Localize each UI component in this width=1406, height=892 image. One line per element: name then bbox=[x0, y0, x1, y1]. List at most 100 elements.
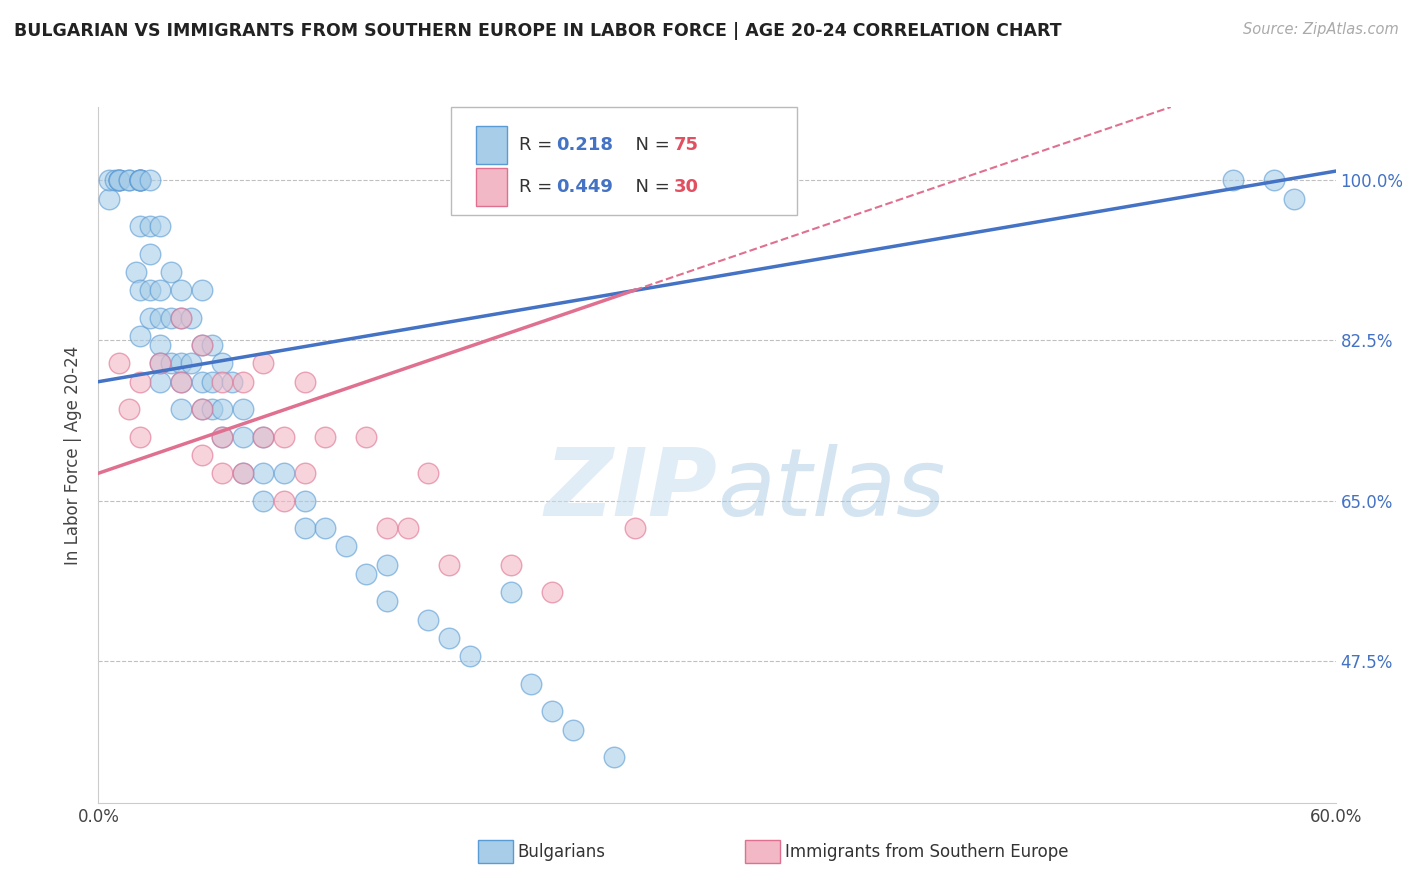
Text: R =: R = bbox=[519, 178, 558, 196]
Point bbox=[252, 429, 274, 443]
Text: 0.218: 0.218 bbox=[557, 136, 613, 154]
Point bbox=[221, 375, 243, 389]
Point bbox=[139, 246, 162, 260]
Point bbox=[190, 402, 212, 417]
Point bbox=[201, 338, 224, 352]
Point bbox=[190, 283, 212, 297]
Point bbox=[149, 338, 172, 352]
Text: 75: 75 bbox=[673, 136, 699, 154]
Point bbox=[118, 402, 141, 417]
Point bbox=[118, 173, 141, 187]
Point bbox=[149, 219, 172, 233]
Point bbox=[108, 173, 131, 187]
Point bbox=[139, 219, 162, 233]
Point bbox=[190, 375, 212, 389]
Point bbox=[273, 493, 295, 508]
Point bbox=[201, 402, 224, 417]
Point bbox=[104, 173, 127, 187]
Point bbox=[128, 329, 150, 343]
Point bbox=[128, 173, 150, 187]
Point bbox=[149, 375, 172, 389]
Point bbox=[211, 375, 233, 389]
Point bbox=[128, 429, 150, 443]
Point bbox=[211, 356, 233, 370]
Point bbox=[623, 521, 645, 535]
Point bbox=[375, 521, 398, 535]
Point bbox=[603, 750, 626, 764]
Text: atlas: atlas bbox=[717, 444, 945, 535]
Point bbox=[128, 283, 150, 297]
Point bbox=[170, 375, 193, 389]
Point bbox=[170, 310, 193, 325]
Point bbox=[294, 521, 316, 535]
Point bbox=[108, 173, 131, 187]
Point bbox=[128, 173, 150, 187]
Point bbox=[1284, 192, 1306, 206]
Point bbox=[170, 310, 193, 325]
Point bbox=[418, 467, 440, 481]
Point bbox=[356, 429, 378, 443]
Point bbox=[1263, 173, 1285, 187]
Point bbox=[149, 356, 172, 370]
Point bbox=[108, 356, 131, 370]
Point bbox=[128, 219, 150, 233]
Point bbox=[520, 677, 543, 691]
Text: Source: ZipAtlas.com: Source: ZipAtlas.com bbox=[1243, 22, 1399, 37]
Point bbox=[190, 338, 212, 352]
Text: ZIP: ZIP bbox=[544, 443, 717, 536]
Text: N =: N = bbox=[624, 136, 676, 154]
Point bbox=[232, 402, 254, 417]
Point bbox=[294, 493, 316, 508]
Point bbox=[375, 558, 398, 572]
Point bbox=[159, 265, 181, 279]
Point bbox=[139, 173, 162, 187]
FancyBboxPatch shape bbox=[475, 126, 506, 164]
Point bbox=[335, 540, 357, 554]
Point bbox=[252, 429, 274, 443]
Point bbox=[124, 265, 146, 279]
Text: BULGARIAN VS IMMIGRANTS FROM SOUTHERN EUROPE IN LABOR FORCE | AGE 20-24 CORRELAT: BULGARIAN VS IMMIGRANTS FROM SOUTHERN EU… bbox=[14, 22, 1062, 40]
Point bbox=[1222, 173, 1244, 187]
Point bbox=[128, 375, 150, 389]
Point bbox=[128, 173, 150, 187]
Point bbox=[541, 704, 564, 718]
Point bbox=[211, 429, 233, 443]
Text: 0.449: 0.449 bbox=[557, 178, 613, 196]
Point bbox=[252, 356, 274, 370]
Point bbox=[180, 310, 202, 325]
Point bbox=[159, 310, 181, 325]
Point bbox=[294, 467, 316, 481]
FancyBboxPatch shape bbox=[451, 107, 797, 215]
Point bbox=[499, 558, 522, 572]
Point bbox=[108, 173, 131, 187]
Point bbox=[149, 310, 172, 325]
Point bbox=[252, 493, 274, 508]
Point bbox=[108, 173, 131, 187]
Point bbox=[232, 467, 254, 481]
Point bbox=[180, 356, 202, 370]
Point bbox=[118, 173, 141, 187]
Point bbox=[211, 467, 233, 481]
Point bbox=[211, 402, 233, 417]
Point bbox=[170, 402, 193, 417]
Y-axis label: In Labor Force | Age 20-24: In Labor Force | Age 20-24 bbox=[65, 345, 83, 565]
Point bbox=[128, 173, 150, 187]
Point bbox=[170, 375, 193, 389]
Point bbox=[139, 283, 162, 297]
Point bbox=[541, 585, 564, 599]
FancyBboxPatch shape bbox=[475, 168, 506, 206]
Point bbox=[294, 375, 316, 389]
Point bbox=[170, 283, 193, 297]
Point bbox=[232, 467, 254, 481]
Point bbox=[396, 521, 419, 535]
Point bbox=[437, 631, 460, 645]
Point bbox=[418, 613, 440, 627]
Point bbox=[252, 467, 274, 481]
Point bbox=[97, 173, 120, 187]
Point bbox=[273, 429, 295, 443]
Point bbox=[314, 429, 336, 443]
Point bbox=[159, 356, 181, 370]
Point bbox=[356, 566, 378, 581]
Text: 30: 30 bbox=[673, 178, 699, 196]
Point bbox=[499, 585, 522, 599]
